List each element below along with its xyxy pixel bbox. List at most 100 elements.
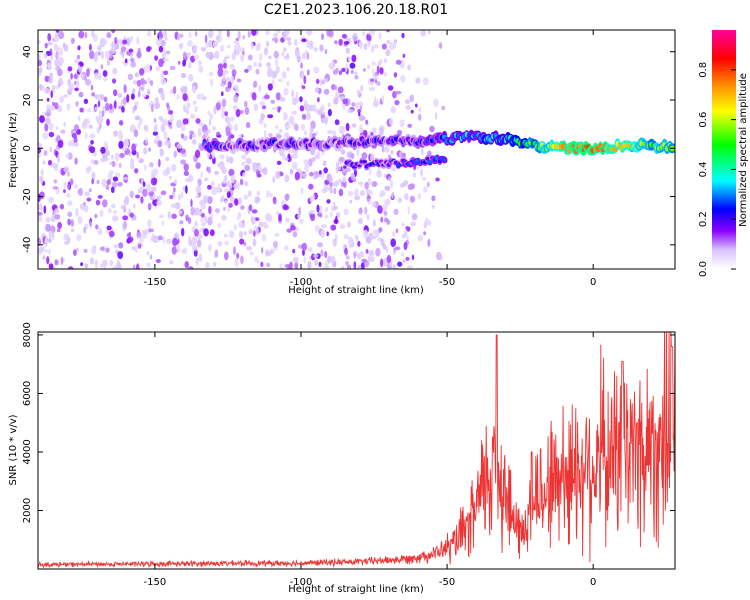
spectrogram-noise-cell xyxy=(299,105,305,112)
spectrogram-noise-cell xyxy=(289,168,294,175)
spectrogram-noise-cell xyxy=(182,59,187,67)
spectrogram-noise-cell xyxy=(427,238,431,248)
spectrogram-noise-cell xyxy=(386,39,391,45)
spectrogram-noise-cell xyxy=(299,96,303,103)
spectrogram-noise-cell xyxy=(67,266,74,269)
spectrogram-noise-cell xyxy=(294,171,300,181)
spectrogram-noise-cell xyxy=(349,108,355,113)
colorbar-tick-label: 0.4 xyxy=(698,161,709,177)
spectrogram-noise-cell xyxy=(38,143,43,149)
spectrogram-noise-cell xyxy=(97,100,101,108)
spectrogram-noise-cell xyxy=(250,42,254,50)
spectrogram-noise-cell xyxy=(124,58,128,64)
spectrogram-noise-cell xyxy=(84,263,89,269)
spectrogram-noise-cell xyxy=(99,246,105,251)
spectrogram-noise-cell xyxy=(49,146,53,153)
spectrogram-noise-cell xyxy=(114,42,120,50)
spectrogram-noise-cell xyxy=(169,65,176,71)
spectrogram-noise-cell xyxy=(98,51,101,56)
spectrogram-noise-cell xyxy=(253,80,258,88)
spectrogram-noise-cell xyxy=(259,52,263,62)
spectrogram-noise-cell xyxy=(66,103,71,111)
spectrogram-noise-cell xyxy=(209,229,215,237)
spectrogram-noise-cell xyxy=(226,44,231,49)
spectrogram-noise-cell xyxy=(181,72,186,79)
spectrogram-noise-cell xyxy=(152,193,156,200)
spectrogram-noise-cell xyxy=(390,238,397,247)
spectrogram-noise-cell xyxy=(420,30,427,37)
spectrogram-noise-cell xyxy=(261,233,267,242)
spectrogram-noise-cell xyxy=(52,186,59,190)
spectrogram-noise-cell xyxy=(111,181,118,188)
spectrogram-noise-cell xyxy=(292,161,298,170)
spectrogram-noise-cell xyxy=(353,261,357,269)
spectrogram-noise-cell xyxy=(70,228,75,232)
spectrogram-noise-cell xyxy=(254,196,260,204)
spectrogram-x-tick-label: -100 xyxy=(290,277,313,288)
spectrogram-noise-cell xyxy=(326,30,332,37)
spectrogram-noise-cell xyxy=(317,212,322,217)
spectrogram-noise-cell xyxy=(317,242,323,248)
spectrogram-noise-cell xyxy=(221,91,224,97)
spectrogram-noise-cell xyxy=(247,65,252,71)
spectrogram-noise-cell xyxy=(188,74,194,82)
spectrogram-noise-cell xyxy=(288,148,293,154)
spectrogram-noise-cell xyxy=(122,139,129,144)
spectrogram-noise-cell xyxy=(96,179,100,185)
spectrogram-noise-cell xyxy=(357,240,361,247)
spectrogram-noise-cell xyxy=(406,235,409,241)
spectrogram-noise-cell xyxy=(85,79,92,86)
spectrogram-noise-cell xyxy=(310,212,316,222)
spectrogram-noise-cell xyxy=(146,183,152,192)
spectrogram-noise-cell xyxy=(262,167,268,175)
spectrogram-noise-cell xyxy=(260,113,265,121)
spectrogram-noise-cell xyxy=(201,93,204,98)
spectrogram-noise-cell xyxy=(399,119,405,127)
spectrogram-noise-cell xyxy=(66,192,71,198)
spectrogram-noise-cell xyxy=(91,178,95,185)
spectrogram-noise-cell xyxy=(346,221,351,228)
spectrogram-x-tick-label: -50 xyxy=(439,277,455,288)
spectrogram-noise-cell xyxy=(113,89,118,97)
spectrogram-noise-cell xyxy=(208,71,214,77)
spectrogram-noise-cell xyxy=(256,228,260,236)
spectrogram-noise-cell xyxy=(89,257,95,265)
colorbar-tick-label: 0.6 xyxy=(698,112,709,128)
spectrogram-noise-cell xyxy=(282,31,287,40)
spectrogram-noise-cell xyxy=(203,228,209,237)
spectrogram-noise-cell xyxy=(365,188,370,196)
spectrogram-noise-cell xyxy=(183,170,189,176)
spectrogram-noise-cell xyxy=(332,238,337,247)
spectrogram-noise-cell xyxy=(341,266,345,269)
spectrogram-noise-cell xyxy=(47,41,53,46)
spectrogram-noise-cell xyxy=(384,173,387,178)
spectrogram-noise-cell xyxy=(54,102,59,110)
spectrogram-noise-cell xyxy=(94,259,98,269)
spectrogram-noise-cell xyxy=(224,111,229,117)
spectrogram-noise-cell xyxy=(162,120,167,127)
spectrogram-noise-cell xyxy=(42,160,46,165)
spectrogram-noise-cell xyxy=(310,120,316,130)
spectrogram-noise-cell xyxy=(339,156,345,163)
spectrogram-noise-cell xyxy=(286,80,290,87)
spectrogram-noise-cell xyxy=(146,32,152,37)
spectrogram-noise-cell xyxy=(332,202,336,206)
spectrogram-noise-cell xyxy=(96,126,101,134)
spectrogram-noise-cell xyxy=(260,261,264,267)
spectrogram-noise-cell xyxy=(208,39,213,48)
spectrogram-noise-cell xyxy=(155,134,160,141)
spectrogram-noise-cell xyxy=(158,45,164,53)
spectrogram-noise-cell xyxy=(193,54,199,60)
spectrogram-noise-cell xyxy=(156,200,162,207)
spectrogram-noise-cell xyxy=(324,260,329,269)
spectrogram-noise-cell xyxy=(361,258,368,263)
spectrogram-noise-cell xyxy=(60,256,64,266)
spectrogram-noise-cell xyxy=(276,160,282,165)
spectrogram-ridge-cell xyxy=(343,165,347,169)
spectrogram-noise-cell xyxy=(358,114,365,122)
spectrogram-noise-cell xyxy=(176,248,180,253)
spectrogram-noise-cell xyxy=(307,261,312,269)
spectrogram-noise-cell xyxy=(38,203,43,211)
spectrogram-noise-cell xyxy=(365,249,369,254)
colorbar-tick-label: 0.0 xyxy=(698,261,709,277)
